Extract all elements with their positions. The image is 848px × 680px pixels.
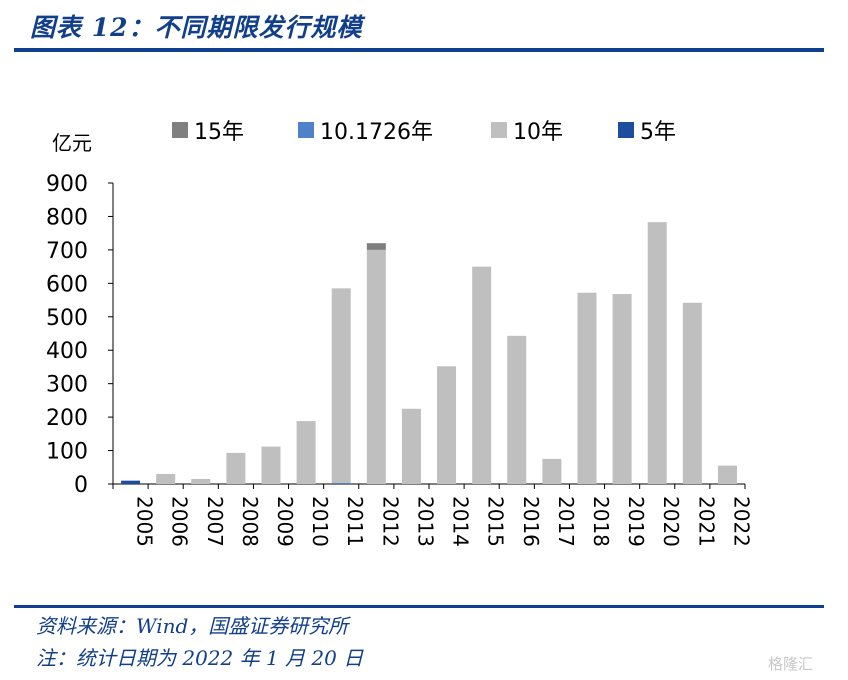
x-tick-label: 2019	[624, 496, 648, 547]
watermark-logo: 格隆汇	[768, 655, 814, 673]
x-tick-label: 2020	[659, 496, 683, 547]
y-axis-label: 亿元	[52, 131, 92, 155]
legend-swatch	[618, 122, 634, 138]
bar-2012-10年	[366, 249, 386, 484]
y-tick-label: 0	[74, 473, 88, 498]
bar-2006-10年	[156, 473, 176, 484]
y-tick-label: 100	[46, 440, 88, 465]
x-tick-label: 2007	[203, 496, 227, 547]
bar-2019-10年	[612, 294, 632, 484]
legend-label: 15年	[194, 120, 244, 145]
bar-2005-5年	[121, 480, 141, 484]
bar-2014-10年	[437, 366, 457, 484]
x-tick-label: 2016	[519, 496, 543, 547]
legend-swatch	[298, 122, 314, 138]
bar-2012-15年	[366, 243, 386, 250]
bar-2011-10年	[331, 288, 351, 483]
bar-2016-10年	[507, 335, 527, 484]
bar-2022-10年	[717, 465, 737, 484]
bar-2009-10年	[261, 446, 281, 484]
footer-rule	[14, 605, 824, 608]
bar-2017-10年	[542, 458, 562, 484]
x-tick-label: 2010	[308, 496, 332, 547]
y-tick-label: 800	[46, 205, 88, 230]
legend-swatch	[491, 122, 507, 138]
x-tick-label: 2005	[133, 496, 157, 547]
x-tick-label: 2011	[343, 496, 367, 547]
y-tick-label: 400	[46, 339, 88, 364]
y-tick-label: 700	[46, 239, 88, 264]
chart-title: 图表 12：不同期限发行规模	[30, 13, 363, 42]
bar-2015-10年	[472, 266, 492, 484]
date-note: 注：统计日期为 2022 年 1 月 20 日	[36, 646, 364, 670]
legend-label: 5年	[640, 120, 676, 145]
y-tick-label: 500	[46, 306, 88, 331]
bar-2013-10年	[401, 408, 421, 484]
legend-label: 10.1726年	[320, 120, 433, 145]
y-tick-label: 300	[46, 373, 88, 398]
x-tick-label: 2006	[168, 496, 192, 547]
x-tick-label: 2012	[378, 496, 402, 547]
bar-2011-10.1726年	[331, 482, 351, 484]
x-tick-label: 2015	[484, 496, 508, 547]
bar-2018-10年	[577, 292, 597, 484]
bar-2010-10年	[296, 421, 316, 484]
bar-2020-10年	[647, 222, 667, 484]
x-tick-label: 2013	[413, 496, 437, 547]
title-rule	[14, 48, 824, 52]
bar-2021-10年	[682, 302, 702, 484]
legend-label: 10年	[513, 120, 563, 145]
y-tick-label: 900	[46, 172, 88, 197]
x-tick-label: 2017	[554, 496, 578, 547]
y-tick-label: 600	[46, 272, 88, 297]
bar-chart: 亿元 0 100 200 300 400 500 600 700 800 900 2005 2006 20…	[46, 120, 753, 547]
x-tick-label: 2008	[238, 496, 262, 547]
bar-2008-10年	[226, 452, 246, 484]
source-note: 资料来源：Wind，国盛证券研究所	[36, 614, 349, 638]
legend-swatch	[172, 122, 188, 138]
y-tick-label: 200	[46, 406, 88, 431]
x-tick-label: 2018	[589, 496, 613, 547]
x-tick-label: 2009	[273, 496, 297, 547]
x-tick-label: 2021	[694, 496, 718, 547]
x-tick-label: 2014	[449, 496, 473, 547]
bar-2007-10年	[191, 478, 211, 484]
x-tick-label: 2022	[729, 496, 753, 547]
